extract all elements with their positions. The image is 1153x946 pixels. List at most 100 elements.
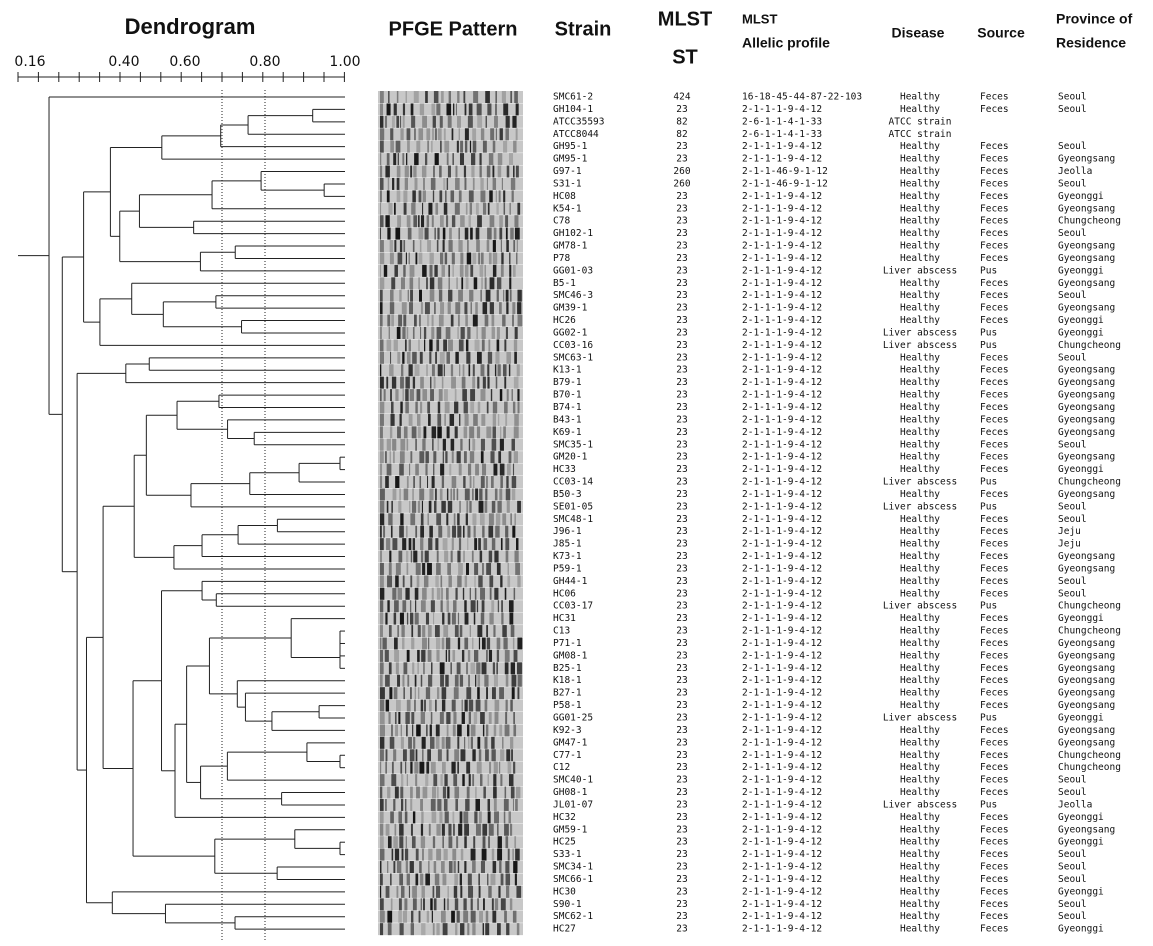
- pfge-band: [497, 650, 499, 662]
- pfge-band: [472, 774, 474, 786]
- cell-st: 23: [676, 799, 687, 810]
- pfge-band: [397, 166, 401, 178]
- pfge-band: [499, 687, 504, 699]
- pfge-band: [505, 650, 510, 662]
- pfge-band: [415, 687, 416, 699]
- pfge-band: [415, 252, 417, 264]
- pfge-band: [455, 389, 457, 401]
- pfge-band: [494, 551, 498, 563]
- pfge-band: [470, 265, 473, 277]
- cell-source: Feces: [980, 464, 1009, 475]
- pfge-band: [389, 687, 392, 699]
- cell-strain: HC31: [553, 613, 576, 624]
- pfge-band: [422, 265, 427, 277]
- cell-source: Feces: [980, 737, 1009, 748]
- pfge-band: [448, 824, 451, 836]
- cell-source: Feces: [980, 315, 1009, 326]
- pfge-band: [411, 203, 415, 215]
- pfge-band: [390, 426, 392, 438]
- pfge-band: [460, 439, 462, 451]
- pfge-band: [402, 675, 404, 687]
- pfge-band: [468, 116, 473, 128]
- cell-disease: Healthy: [900, 241, 940, 252]
- cell-province: Gyeongsang: [1058, 427, 1115, 438]
- pfge-band: [447, 724, 449, 736]
- pfge-band: [504, 824, 509, 836]
- pfge-band: [475, 787, 476, 799]
- cell-st: 23: [676, 725, 687, 736]
- pfge-band: [502, 178, 503, 190]
- pfge-band: [440, 488, 443, 500]
- pfge-band: [480, 513, 485, 525]
- pfge-band: [476, 700, 481, 712]
- pfge-band: [391, 526, 393, 538]
- pfge-band: [499, 861, 501, 873]
- cell-profile: 2-1-1-1-9-4-12: [742, 278, 822, 289]
- pfge-band: [477, 426, 480, 438]
- pfge-band: [486, 563, 491, 575]
- pfge-band: [387, 575, 392, 587]
- pfge-band: [454, 513, 456, 525]
- pfge-band: [394, 613, 397, 625]
- pfge-band: [500, 389, 502, 401]
- pfge-band: [499, 215, 503, 227]
- pfge-band: [488, 811, 491, 823]
- pfge-band: [412, 426, 417, 438]
- pfge-band: [403, 240, 405, 252]
- pfge-band: [432, 426, 437, 438]
- pfge-band: [405, 811, 408, 823]
- pfge-band: [390, 352, 391, 364]
- cell-profile: 2-1-1-1-9-4-12: [742, 265, 822, 276]
- pfge-band: [505, 724, 510, 736]
- pfge-band: [512, 687, 515, 699]
- pfge-band: [400, 116, 401, 128]
- pfge-band: [444, 898, 445, 910]
- cell-st: 23: [676, 638, 687, 649]
- pfge-band: [410, 762, 412, 774]
- pfge-band: [411, 824, 413, 836]
- cell-disease: Healthy: [900, 775, 940, 786]
- pfge-band: [419, 228, 424, 240]
- pfge-band: [440, 141, 441, 153]
- cell-source: Feces: [980, 241, 1009, 252]
- cell-profile: 2-1-1-1-9-4-12: [742, 787, 822, 798]
- pfge-band: [434, 377, 436, 389]
- pfge-band: [422, 166, 426, 178]
- pfge-band: [380, 439, 384, 451]
- pfge-band: [387, 861, 388, 873]
- pfge-band: [466, 762, 470, 774]
- pfge-band: [470, 662, 475, 674]
- pfge-band: [436, 724, 440, 736]
- cell-strain: SMC61-2: [553, 92, 593, 103]
- header-province: Residence: [1056, 35, 1126, 51]
- pfge-band: [430, 252, 434, 264]
- pfge-band: [516, 538, 518, 550]
- pfge-band: [470, 625, 471, 637]
- cell-strain: B74-1: [553, 402, 582, 413]
- pfge-band: [418, 128, 423, 140]
- pfge-band: [514, 836, 516, 848]
- pfge-band: [411, 637, 414, 649]
- pfge-band: [431, 712, 433, 724]
- cell-profile: 2-1-1-1-9-4-12: [742, 874, 822, 885]
- pfge-band: [387, 103, 391, 115]
- pfge-band: [432, 439, 434, 451]
- pfge-band: [513, 712, 514, 724]
- cell-st: 23: [676, 241, 687, 252]
- pfge-band: [466, 513, 468, 525]
- pfge-band: [400, 513, 403, 525]
- pfge-band: [517, 364, 520, 376]
- pfge-band: [411, 116, 415, 128]
- pfge-band: [415, 613, 419, 625]
- pfge-band: [380, 128, 384, 140]
- cell-disease: Healthy: [900, 551, 940, 562]
- pfge-band: [392, 588, 396, 600]
- cell-profile: 2-1-1-1-9-4-12: [742, 849, 822, 860]
- cell-profile: 2-1-1-1-9-4-12: [742, 563, 822, 574]
- pfge-band: [414, 315, 417, 327]
- cell-province: Gyeonggi: [1058, 886, 1104, 897]
- pfge-band: [406, 91, 407, 103]
- cell-disease: Healthy: [900, 824, 940, 835]
- cell-province: Gyeongsang: [1058, 303, 1115, 314]
- pfge-band: [501, 240, 502, 252]
